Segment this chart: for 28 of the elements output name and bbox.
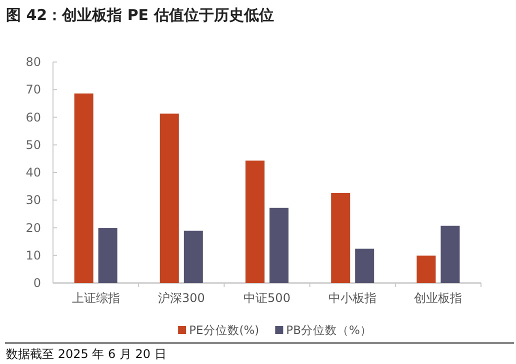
y-tick-label: 60 — [26, 110, 41, 124]
bar — [270, 208, 288, 283]
bar — [184, 230, 203, 283]
x-tick-label: 创业板指 — [414, 291, 462, 305]
bar — [98, 228, 118, 283]
y-tick-label: 10 — [26, 248, 41, 262]
bar — [74, 93, 94, 283]
text: 数据截至 2025 年 6 月 20 日 — [6, 347, 166, 361]
y-tick-label: 30 — [26, 193, 41, 208]
y-tick-label: 50 — [26, 138, 41, 152]
y-tick-label: 20 — [26, 220, 41, 235]
bar — [246, 160, 264, 283]
bar — [440, 226, 460, 283]
x-tick-label: 上证综指 — [72, 291, 120, 305]
bar — [416, 256, 436, 283]
legend-label: PE分位数(%) — [189, 323, 260, 337]
bar — [331, 192, 350, 283]
y-tick-label: 0 — [33, 276, 41, 290]
bar — [355, 248, 374, 283]
y-tick-label: 70 — [26, 82, 41, 97]
y-tick-label: 80 — [26, 55, 41, 69]
chart-title: 图 42：创业板指 PE 估值位于历史低位 — [6, 6, 274, 24]
legend-label: PB分位数（%） — [286, 323, 372, 337]
x-tick-label: 中小板指 — [328, 291, 377, 305]
bar — [160, 114, 179, 283]
x-tick-label: 中证500 — [244, 291, 290, 305]
y-tick-label: 40 — [26, 166, 41, 180]
x-tick-label: 沪深300 — [158, 291, 205, 305]
